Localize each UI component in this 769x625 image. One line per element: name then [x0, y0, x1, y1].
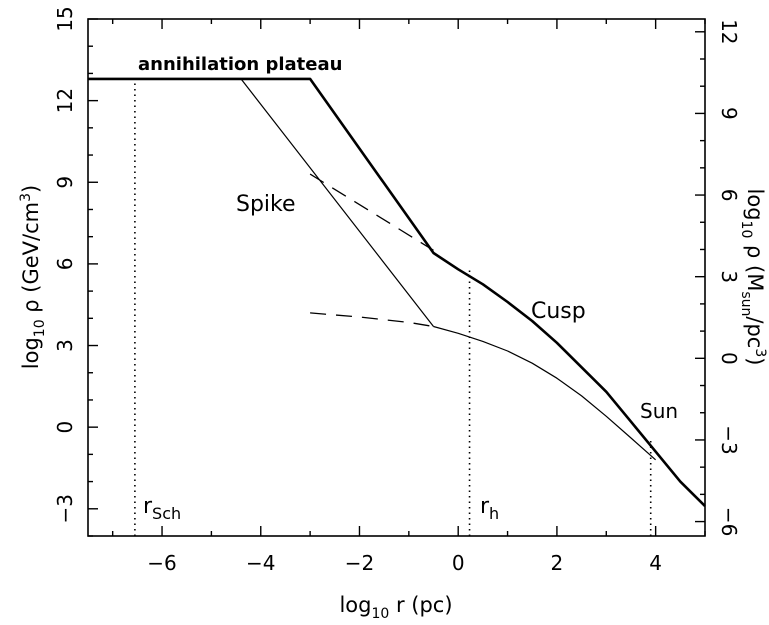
- right-y-axis-ticks: −6 −3 0 3 6 9 12: [695, 19, 741, 536]
- x-tick-label: −2: [345, 551, 374, 575]
- y-tick-label-left: 12: [53, 88, 77, 113]
- series-line-4: [310, 312, 434, 328]
- x-tick-label: 4: [649, 551, 662, 575]
- x-axis-title: log10 r (pc): [339, 593, 452, 622]
- x-tick-label: −4: [246, 551, 275, 575]
- y-tick-label-right: 9: [717, 107, 741, 120]
- label-r-h: rh: [480, 494, 499, 523]
- y-tick-label-left: 0: [53, 421, 77, 434]
- left-y-axis-ticks: −3 0 3 6 9 12 15: [53, 6, 98, 537]
- series-line-1: [88, 78, 434, 327]
- annotation-sun: Sun: [640, 399, 678, 423]
- y-tick-label-right: 6: [717, 189, 741, 202]
- annotation-cusp: Cusp: [531, 299, 586, 324]
- left-y-axis-title: log10 ρ (GeV/cm3): [18, 185, 48, 369]
- annotation-spike: Spike: [236, 192, 296, 217]
- label-r-sch: rSch: [143, 494, 181, 523]
- y-tick-label-right: 0: [717, 352, 741, 365]
- y-tick-label-left: 3: [53, 339, 77, 352]
- x-tick-label: 0: [452, 551, 465, 575]
- y-tick-label-right: −3: [717, 425, 741, 454]
- series-group: [88, 77, 706, 508]
- series-line-0: [88, 77, 706, 508]
- right-y-axis-title: log10 ρ (Msun/pc3): [738, 189, 768, 366]
- series-line-2: [433, 325, 656, 461]
- x-axis-ticks: −6 −4 −2 0 2 4: [111, 19, 706, 575]
- y-tick-label-left: −3: [53, 494, 77, 523]
- y-tick-label-right: 12: [717, 19, 741, 44]
- annotation-plateau: annihilation plateau: [138, 54, 342, 75]
- y-tick-label-left: 6: [53, 258, 77, 271]
- series-line-3: [309, 173, 434, 251]
- x-tick-label: 2: [551, 551, 564, 575]
- y-tick-label-right: −6: [717, 507, 741, 536]
- y-tick-label-right: 3: [717, 270, 741, 283]
- y-tick-label-left: 15: [53, 6, 77, 31]
- y-tick-label-left: 9: [53, 176, 77, 189]
- plot-frame: [87, 18, 706, 537]
- x-tick-label: −6: [147, 551, 176, 575]
- reference-lines: [134, 78, 652, 536]
